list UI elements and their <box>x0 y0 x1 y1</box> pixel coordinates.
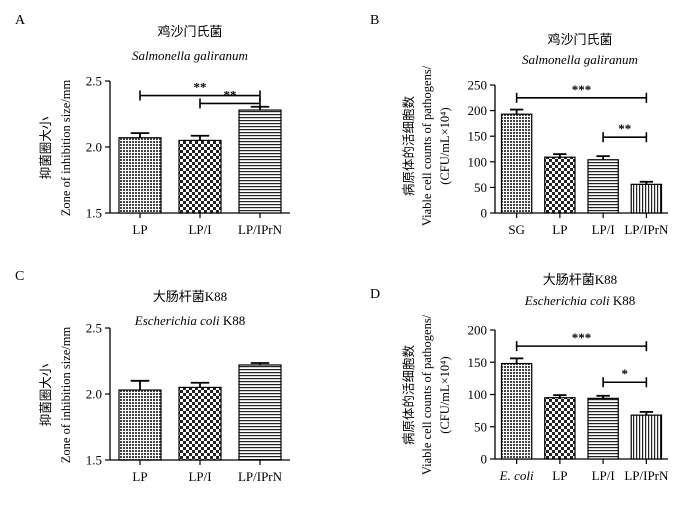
plot-area-a: 1.5 2.0 2.5 LP LP/I LP/IPrN ** ** <box>86 74 290 237</box>
x-tick-label: LP/IPrN <box>238 222 283 237</box>
y-tick-label: 1.5 <box>86 206 102 221</box>
panel-label-b: B <box>370 13 379 28</box>
bar <box>178 139 222 214</box>
chart-subtitle: Escherichia coli K88 <box>524 293 635 308</box>
y-axis-label-cn: 病原体的活细胞数 <box>401 345 416 446</box>
bar <box>118 137 162 214</box>
significance-label: ** <box>224 87 237 102</box>
plot-area-c: 1.5 2.0 2.5 LP LP/I LP/IPrN <box>86 321 290 484</box>
x-tick-label: LP/I <box>592 468 615 483</box>
y-axis-label-en: Viable cell counts of pathogens/ <box>420 314 434 475</box>
x-tick-label: LP <box>132 469 147 484</box>
panel-label-c: C <box>15 269 24 284</box>
chart-title: 大肠杆菌K88 <box>543 272 617 287</box>
chart-title: 大肠杆菌K88 <box>153 289 227 304</box>
bar <box>178 386 222 461</box>
y-tick-label: 100 <box>468 154 488 169</box>
bar <box>118 389 162 461</box>
chart-subtitle-strain: K88 <box>610 293 636 308</box>
bar <box>630 414 663 460</box>
y-tick-label: 200 <box>468 103 488 118</box>
chart-panel-c: 大肠杆菌K88 Escherichia coli K88 抑菌圈大小 Zone … <box>38 289 290 484</box>
chart-panel-a: 鸡沙门氏菌 Salmonella galiranum 抑菌圈大小 Zone of… <box>38 24 290 237</box>
chart-subtitle-strain: K88 <box>220 313 246 328</box>
y-tick-label: 0 <box>481 452 488 467</box>
x-tick-label: LP/IPrN <box>238 469 283 484</box>
chart-subtitle: Escherichia coli K88 <box>134 313 245 328</box>
y-tick-label: 2.0 <box>86 387 102 402</box>
bar <box>544 397 576 460</box>
y-tick-label: 150 <box>468 129 488 144</box>
significance-label: *** <box>572 330 592 345</box>
y-tick-label: 50 <box>474 419 487 434</box>
y-tick-label: 250 <box>468 78 488 93</box>
panel-label-a: A <box>15 13 26 28</box>
y-tick-label: 0 <box>481 206 488 221</box>
y-axis-label-unit: (CFU/mL×10⁴) <box>438 107 452 184</box>
bar <box>238 364 282 461</box>
y-axis-label-en: Viable cell counts of pathogens/ <box>420 65 434 226</box>
chart-subtitle: Salmonella galiranum <box>522 52 638 67</box>
y-axis-label-cn: 抑菌圈大小 <box>38 363 53 426</box>
y-tick-label: 2.5 <box>86 321 102 336</box>
x-tick-label: LP/IPrN <box>624 222 669 237</box>
chart-subtitle-species: Escherichia coli <box>134 313 220 328</box>
y-axis-label-cn: 病原体的活细胞数 <box>401 96 416 197</box>
x-tick-label: LP <box>132 222 147 237</box>
y-tick-label: 50 <box>474 180 487 195</box>
chart-subtitle-species: Escherichia coli <box>524 293 610 308</box>
bar <box>500 362 533 460</box>
bar <box>587 397 619 460</box>
x-tick-label: E. coli <box>499 468 534 483</box>
significance-label: *** <box>572 82 592 97</box>
y-axis-label-en: Zone of inhibition size/mm <box>59 327 73 464</box>
x-tick-label: SG <box>508 222 525 237</box>
x-tick-label: LP/IPrN <box>624 468 669 483</box>
chart-title: 鸡沙门氏菌 <box>157 24 222 39</box>
panel-label-d: D <box>370 287 380 302</box>
y-axis-label-en: Zone of inhibition size/mm <box>59 80 73 217</box>
y-axis-label-cn: 抑菌圈大小 <box>38 116 53 179</box>
chart-subtitle: Salmonella galiranum <box>132 48 248 63</box>
y-axis-label-unit: (CFU/mL×10⁴) <box>438 356 452 433</box>
significance-label: ** <box>194 80 207 95</box>
x-tick-label: LP <box>552 468 567 483</box>
x-tick-label: LP/I <box>188 469 211 484</box>
bar <box>500 113 533 214</box>
bar <box>238 109 282 214</box>
y-tick-label: 100 <box>468 387 488 402</box>
y-tick-label: 2.5 <box>86 74 102 89</box>
y-tick-label: 200 <box>468 323 488 338</box>
chart-panel-b: 鸡沙门氏菌 Salmonella galiranum 病原体的活细胞数 Viab… <box>401 32 669 237</box>
significance-label: ** <box>618 121 631 136</box>
bar <box>630 183 663 214</box>
chart-panel-d: 大肠杆菌K88 Escherichia coli K88 病原体的活细胞数 Vi… <box>401 272 669 483</box>
chart-title: 鸡沙门氏菌 <box>547 32 612 47</box>
y-tick-label: 2.0 <box>86 140 102 155</box>
y-tick-label: 150 <box>468 355 488 370</box>
y-tick-label: 1.5 <box>86 453 102 468</box>
x-tick-label: LP/I <box>592 222 615 237</box>
x-tick-label: LP <box>552 222 567 237</box>
x-tick-label: LP/I <box>188 222 211 237</box>
significance-label: * <box>622 366 629 381</box>
bar <box>544 156 576 214</box>
bar <box>587 159 619 214</box>
